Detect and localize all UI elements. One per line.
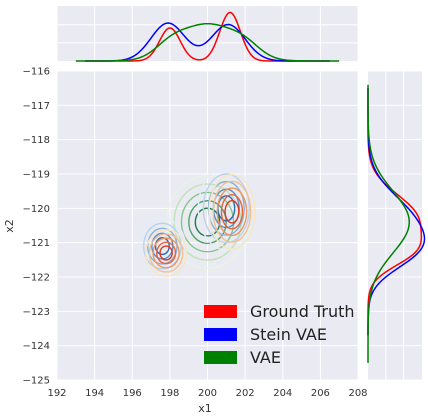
joint-gridlines: [56, 70, 359, 381]
y-tick-label: −121: [23, 238, 50, 249]
contour-stein-vae: [154, 237, 170, 256]
x1-marginal-curves: [75, 11, 340, 62]
y-tick-label: −119: [23, 170, 50, 181]
contour-vae: [188, 200, 227, 245]
y-axis-label: x2: [3, 219, 16, 233]
legend-swatch: [204, 328, 237, 341]
contour-ground-truth: [159, 245, 173, 261]
y-tick-label: −125: [23, 376, 50, 387]
right-marginal-panel: [368, 71, 422, 380]
y-tick-label: −120: [23, 204, 50, 215]
x-axis-label: x1: [198, 402, 212, 415]
contour-ground-truth: [145, 229, 188, 277]
legend: Ground Truth Stein VAE VAE: [204, 302, 355, 367]
x2-marginal-vae: [367, 84, 411, 363]
top-marginal-gridlines: [56, 6, 359, 61]
x-tick-label: 208: [348, 388, 367, 399]
x-tick-label: 194: [85, 388, 104, 399]
x2-marginal-curves: [367, 84, 426, 363]
x-tick-label: 206: [311, 388, 330, 399]
y-tick-labels: −116 −117 −118 −119 −120 −121 −122 −123 −124 −125: [23, 67, 50, 387]
x-tick-label: 204: [273, 388, 292, 399]
contour-stein-vae: [202, 173, 250, 244]
x-tick-labels: 192 194 196 198 200 202 204 206 208: [47, 388, 367, 399]
contour-ground-truth: [224, 199, 240, 224]
contour-stein-vae: [207, 180, 245, 236]
contour-ground-truth: [212, 180, 252, 243]
y-tick-label: −124: [23, 341, 50, 352]
y-tick-label: −123: [23, 307, 50, 318]
legend-swatch: [204, 305, 237, 318]
y-tick-label: −118: [23, 135, 50, 146]
y-tick-label: −122: [23, 273, 50, 284]
x1-marginal-vae: [75, 22, 340, 62]
x-tick-label: 202: [236, 388, 255, 399]
contour-ground-truth: [208, 173, 256, 250]
density-contours: [138, 165, 256, 277]
x-tick-label: 196: [123, 388, 142, 399]
contour-ground-truth: [152, 237, 180, 269]
legend-label: VAE: [250, 348, 281, 367]
contour-ground-truth: [216, 187, 248, 237]
contour-ground-truth: [148, 233, 184, 273]
y-tick-label: −117: [23, 101, 50, 112]
contour-ground-truth: [156, 241, 177, 265]
x-tick-label: 198: [160, 388, 179, 399]
legend-swatch: [204, 351, 237, 364]
legend-label: Stein VAE: [250, 325, 327, 344]
contour-vae: [166, 175, 249, 270]
x-tick-label: 192: [47, 388, 66, 399]
x-tick-label: 200: [198, 388, 217, 399]
contour-ground-truth: [220, 194, 244, 230]
contour-vae: [194, 207, 221, 237]
legend-label: Ground Truth: [250, 302, 355, 321]
y-tick-label: −116: [23, 67, 50, 78]
